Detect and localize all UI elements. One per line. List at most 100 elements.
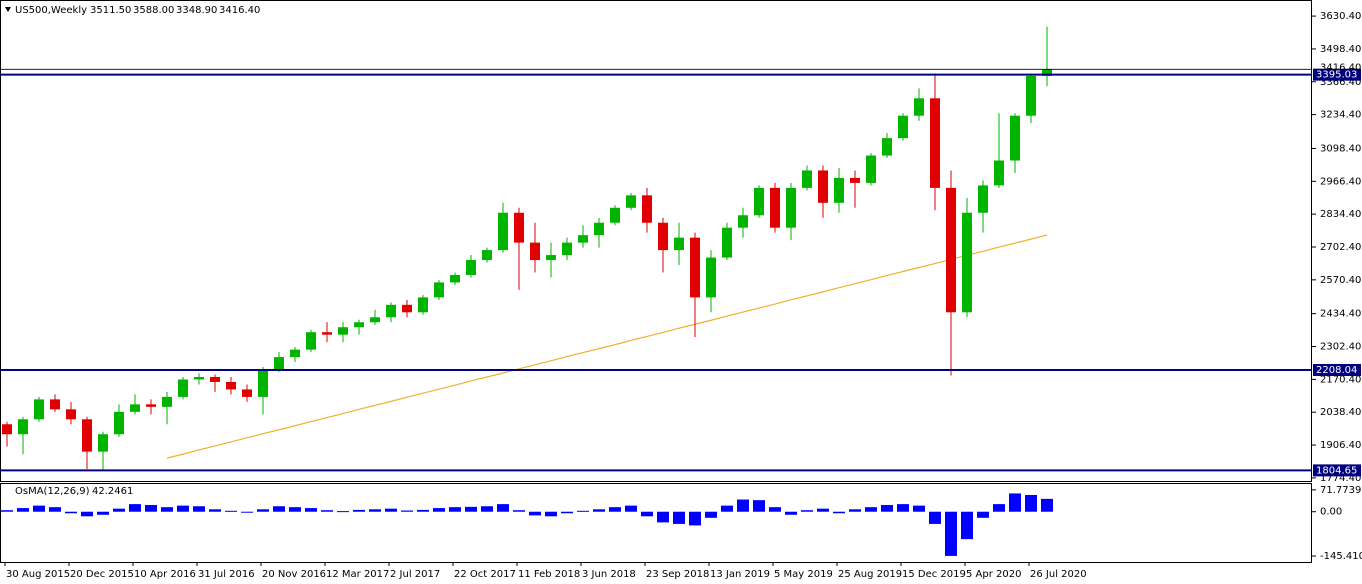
osma-bar (481, 506, 493, 512)
candle-body (2, 424, 12, 435)
osma-bar (561, 511, 573, 514)
candle-body (818, 170, 828, 203)
level-label: 1804.65 (1316, 465, 1357, 476)
osma-bar (385, 508, 397, 512)
candle-body (34, 399, 44, 420)
candle-body (738, 215, 748, 228)
candle-body (226, 381, 236, 390)
x-tick-label: 20 Dec 2015 (70, 569, 134, 580)
osma-bar (49, 507, 61, 512)
candle-body (754, 187, 764, 216)
candle-body (418, 297, 428, 313)
osma-bar (673, 511, 685, 524)
x-tick-label: 15 Dec 2019 (902, 569, 966, 580)
candle-body (946, 187, 956, 313)
osma-bar (1009, 493, 1021, 512)
candle-body (610, 207, 620, 223)
candle-body (962, 212, 972, 313)
candle-body (562, 242, 572, 256)
osma-bar (945, 511, 957, 556)
osma-bar (689, 511, 701, 526)
osma-bar (865, 507, 877, 512)
candle-body (386, 304, 396, 318)
osma-bar (593, 509, 605, 512)
x-tick-label: 5 Apr 2020 (966, 569, 1021, 580)
osma-bar (209, 509, 221, 512)
osma-bar (993, 504, 1005, 512)
candle-body (546, 255, 556, 261)
osma-bar (145, 505, 157, 512)
osma-bar (33, 505, 45, 512)
osma-bar (177, 505, 189, 512)
candle-body (306, 332, 316, 350)
osma-bar (497, 504, 509, 512)
candle-body (322, 332, 332, 335)
osma-bar (1, 510, 13, 512)
candle-body (658, 222, 668, 251)
y-tick-label: 2170.40 (1320, 374, 1361, 385)
osma-bar (289, 507, 301, 512)
osma-bar (113, 508, 125, 512)
osma-bar (321, 510, 333, 512)
osc-last-value: 42.2461 (92, 486, 133, 497)
osma-bar (705, 511, 717, 518)
y-tick-label: 2302.40 (1320, 342, 1361, 353)
candle-body (882, 138, 892, 156)
y-tick-label: 3098.40 (1320, 143, 1361, 154)
y2-tick-label: -145.4109 (1320, 551, 1362, 562)
y-tick-label: 2570.40 (1320, 275, 1361, 286)
candle-body (402, 304, 412, 313)
candle-body (978, 185, 988, 213)
candle-body (690, 237, 700, 298)
osma-bar (369, 509, 381, 512)
osma-bar (721, 505, 733, 512)
x-tick-label: 11 Feb 2018 (518, 569, 580, 580)
x-tick-label: 13 Jan 2019 (710, 569, 770, 580)
candle-body (802, 170, 812, 188)
osma-bar (417, 509, 429, 512)
osma-bar (913, 505, 925, 512)
candle-body (258, 369, 268, 397)
candle-body (146, 404, 156, 407)
price-line-label: 3416.40 (1320, 62, 1361, 73)
candle-body (194, 376, 204, 380)
candle-body (274, 357, 284, 370)
candle-body (290, 349, 300, 358)
menu-arrow[interactable] (5, 7, 11, 12)
candle-body (210, 376, 220, 382)
candle-body (434, 282, 444, 298)
osma-bar (577, 510, 589, 512)
y2-tick-label: 71.7739 (1320, 485, 1361, 496)
osma-bar (433, 508, 445, 512)
candle-body (786, 187, 796, 228)
x-tick-label: 23 Sep 2018 (646, 569, 709, 580)
candle-body (706, 257, 716, 298)
candle-body (114, 411, 124, 435)
candle-body (594, 222, 604, 236)
candle-body (50, 399, 60, 410)
osc-title: OsMA(12,26,9) (15, 486, 90, 497)
osma-bar (129, 504, 141, 512)
y-tick-label: 2434.40 (1320, 309, 1361, 320)
osma-bar (449, 507, 461, 512)
candle-body (82, 419, 92, 452)
moving-average (166, 234, 1048, 459)
candle-body (338, 327, 348, 335)
x-tick-label: 26 Jul 2020 (1030, 569, 1087, 580)
osma-bar (81, 511, 93, 517)
x-tick-label: 12 Mar 2017 (326, 569, 389, 580)
candle-body (370, 317, 380, 323)
osma-bar (849, 509, 861, 512)
osma-bar (833, 511, 845, 514)
x-tick-label: 31 Jul 2016 (198, 569, 255, 580)
candle-body (530, 242, 540, 261)
osma-bar (1025, 494, 1037, 512)
candle-body (482, 250, 492, 261)
y-tick-label: 2966.40 (1320, 176, 1361, 187)
osma-bar (241, 511, 253, 513)
x-tick-label: 5 May 2019 (774, 569, 833, 580)
osma-bar (225, 510, 237, 512)
osma-bar (769, 507, 781, 512)
candle-body (450, 274, 460, 283)
